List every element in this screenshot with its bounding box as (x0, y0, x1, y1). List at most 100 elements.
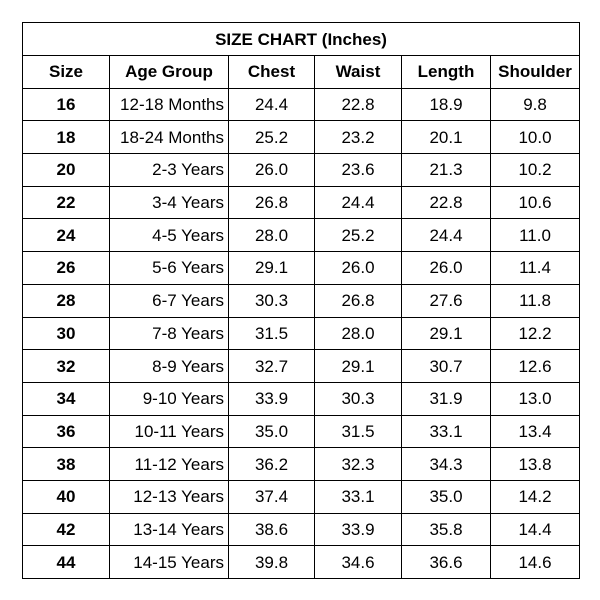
size-cell: 24 (22, 218, 110, 253)
table-row: 24 4-5 Years 28.0 25.2 24.4 11.0 (22, 218, 581, 253)
shoulder-cell: 9.8 (489, 87, 581, 122)
header-row: Size Age Group Chest Waist Length Should… (22, 55, 581, 89)
shoulder-cell: 10.2 (489, 153, 581, 187)
column-header-chest: Chest (228, 55, 315, 89)
chest-cell: 33.9 (228, 381, 315, 416)
chest-cell: 24.4 (228, 87, 315, 122)
waist-cell: 25.2 (314, 218, 402, 253)
table-row: 16 12-18 Months 24.4 22.8 18.9 9.8 (22, 87, 581, 122)
table-row: 20 2-3 Years 26.0 23.6 21.3 10.2 (22, 153, 581, 187)
column-header-shoulder: Shoulder (489, 55, 581, 89)
table-row: 22 3-4 Years 26.8 24.4 22.8 10.6 (22, 185, 581, 220)
length-cell: 33.1 (401, 414, 491, 449)
shoulder-cell: 12.2 (489, 316, 581, 351)
size-cell: 40 (22, 479, 110, 514)
size-chart-table: SIZE CHART (Inches) Size Age Group Chest… (21, 22, 581, 579)
length-cell: 18.9 (401, 87, 491, 122)
shoulder-cell: 10.0 (489, 120, 581, 155)
age-group-cell: 6-7 Years (109, 283, 229, 318)
size-cell: 44 (22, 545, 110, 579)
chest-cell: 26.8 (228, 185, 315, 220)
chest-cell: 31.5 (228, 316, 315, 351)
age-group-cell: 3-4 Years (109, 185, 229, 220)
length-cell: 35.8 (401, 512, 491, 547)
size-cell: 38 (22, 447, 110, 481)
age-group-cell: 4-5 Years (109, 218, 229, 253)
table-row: 32 8-9 Years 32.7 29.1 30.7 12.6 (22, 349, 581, 383)
chest-cell: 26.0 (228, 153, 315, 187)
size-cell: 16 (22, 87, 110, 122)
table-row: 44 14-15 Years 39.8 34.6 36.6 14.6 (22, 545, 581, 579)
waist-cell: 30.3 (314, 381, 402, 416)
waist-cell: 23.2 (314, 120, 402, 155)
age-group-cell: 2-3 Years (109, 153, 229, 187)
waist-cell: 26.8 (314, 283, 402, 318)
size-cell: 20 (22, 153, 110, 187)
age-group-cell: 9-10 Years (109, 381, 229, 416)
shoulder-cell: 11.4 (489, 251, 581, 285)
length-cell: 36.6 (401, 545, 491, 579)
waist-cell: 22.8 (314, 87, 402, 122)
age-group-cell: 12-13 Years (109, 479, 229, 514)
age-group-cell: 12-18 Months (109, 87, 229, 122)
table-row: 42 13-14 Years 38.6 33.9 35.8 14.4 (22, 512, 581, 547)
age-group-cell: 11-12 Years (109, 447, 229, 481)
chest-cell: 32.7 (228, 349, 315, 383)
shoulder-cell: 14.2 (489, 479, 581, 514)
waist-cell: 28.0 (314, 316, 402, 351)
length-cell: 26.0 (401, 251, 491, 285)
age-group-cell: 14-15 Years (109, 545, 229, 579)
length-cell: 21.3 (401, 153, 491, 187)
table-row: 28 6-7 Years 30.3 26.8 27.6 11.8 (22, 283, 581, 318)
column-header-length: Length (401, 55, 491, 89)
chest-cell: 25.2 (228, 120, 315, 155)
table-row: 38 11-12 Years 36.2 32.3 34.3 13.8 (22, 447, 581, 481)
length-cell: 30.7 (401, 349, 491, 383)
waist-cell: 31.5 (314, 414, 402, 449)
age-group-cell: 10-11 Years (109, 414, 229, 449)
chest-cell: 35.0 (228, 414, 315, 449)
shoulder-cell: 12.6 (489, 349, 581, 383)
waist-cell: 26.0 (314, 251, 402, 285)
length-cell: 34.3 (401, 447, 491, 481)
chest-cell: 36.2 (228, 447, 315, 481)
waist-cell: 33.1 (314, 479, 402, 514)
table-body: 16 12-18 Months 24.4 22.8 18.9 9.8 18 18-24 Mon… (22, 87, 581, 579)
table-title: SIZE CHART (Inches) (21, 22, 581, 56)
size-cell: 28 (22, 283, 110, 318)
chest-cell: 30.3 (228, 283, 315, 318)
length-cell: 27.6 (401, 283, 491, 318)
age-group-cell: 8-9 Years (109, 349, 229, 383)
age-group-cell: 5-6 Years (109, 251, 229, 285)
size-cell: 30 (22, 316, 110, 351)
shoulder-cell: 11.8 (489, 283, 581, 318)
shoulder-cell: 14.6 (489, 545, 581, 579)
waist-cell: 33.9 (314, 512, 402, 547)
column-header-age-group: Age Group (109, 55, 229, 89)
waist-cell: 24.4 (314, 185, 402, 220)
length-cell: 29.1 (401, 316, 491, 351)
column-header-waist: Waist (314, 55, 402, 89)
age-group-cell: 13-14 Years (109, 512, 229, 547)
waist-cell: 29.1 (314, 349, 402, 383)
shoulder-cell: 10.6 (489, 185, 581, 220)
chest-cell: 28.0 (228, 218, 315, 253)
chest-cell: 37.4 (228, 479, 315, 514)
length-cell: 24.4 (401, 218, 491, 253)
chest-cell: 29.1 (228, 251, 315, 285)
length-cell: 35.0 (401, 479, 491, 514)
table-row: 18 18-24 Months 25.2 23.2 20.1 10.0 (22, 120, 581, 155)
title-row: SIZE CHART (Inches) (21, 22, 581, 56)
size-cell: 18 (22, 120, 110, 155)
table-row: 34 9-10 Years 33.9 30.3 31.9 13.0 (22, 381, 581, 416)
shoulder-cell: 13.8 (489, 447, 581, 481)
table-row: 36 10-11 Years 35.0 31.5 33.1 13.4 (22, 414, 581, 449)
shoulder-cell: 13.4 (489, 414, 581, 449)
length-cell: 31.9 (401, 381, 491, 416)
age-group-cell: 18-24 Months (109, 120, 229, 155)
column-header-size: Size (22, 55, 110, 89)
table-row: 40 12-13 Years 37.4 33.1 35.0 14.2 (22, 479, 581, 514)
age-group-cell: 7-8 Years (109, 316, 229, 351)
shoulder-cell: 13.0 (489, 381, 581, 416)
